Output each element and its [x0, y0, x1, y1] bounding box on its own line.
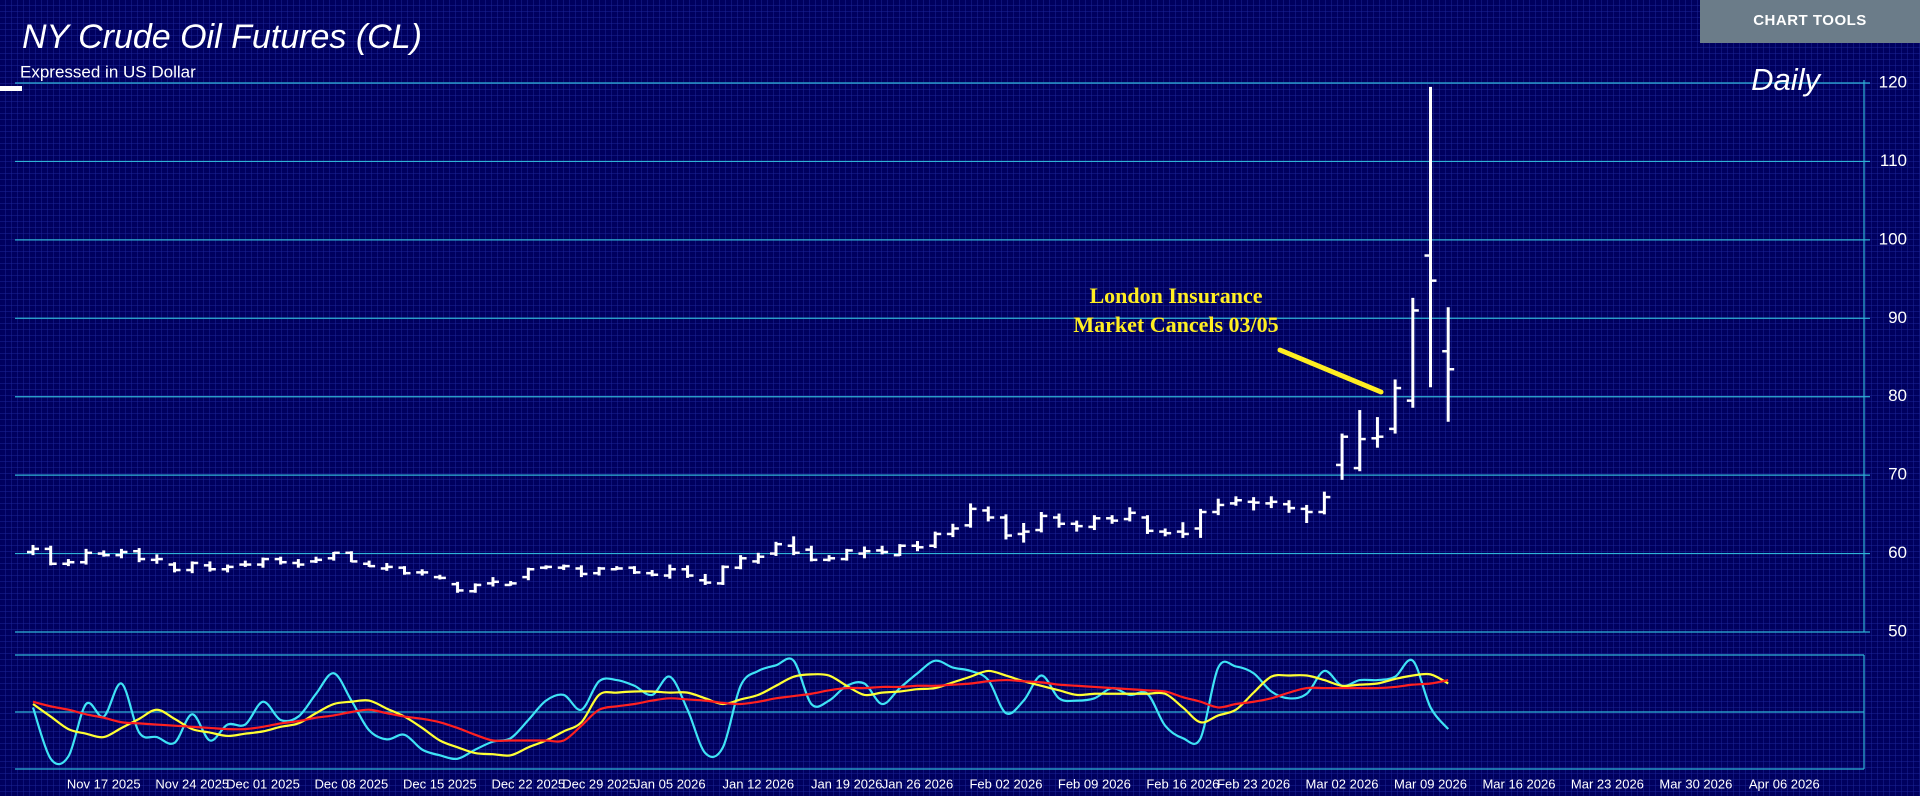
- x-tick-label: Dec 08 2025: [315, 776, 389, 791]
- y-tick-label: 120: [1879, 72, 1907, 91]
- y-tick-label: 110: [1880, 151, 1907, 170]
- x-tick-label: Feb 02 2026: [969, 776, 1042, 791]
- chart-title: NY Crude Oil Futures (CL): [22, 18, 422, 56]
- period-label: Daily: [1751, 62, 1822, 97]
- y-tick-label: 80: [1888, 386, 1907, 405]
- y-tick-label: 90: [1888, 308, 1907, 327]
- grid: [15, 82, 1870, 770]
- y-tick-label: 70: [1888, 465, 1907, 484]
- marks: [27, 86, 1455, 766]
- chart-tools-button[interactable]: CHART TOOLS: [1700, 0, 1920, 43]
- annotation-arrow: [1277, 347, 1384, 395]
- x-tick-label: Apr 06 2026: [1749, 776, 1820, 791]
- button-label[interactable]: CHART TOOLS: [1753, 12, 1867, 29]
- chart-subtitle: Expressed in US Dollar: [20, 62, 196, 81]
- x-tick-label: Dec 01 2025: [226, 776, 300, 791]
- x-tick-label: Feb 09 2026: [1058, 776, 1131, 791]
- x-tick-label: Dec 29 2025: [562, 776, 636, 791]
- x-tick-label: Jan 12 2026: [723, 776, 795, 791]
- x-tick-label: Nov 24 2025: [155, 776, 229, 791]
- x-tick-label: Jan 26 2026: [882, 776, 954, 791]
- y-tick-label: 60: [1888, 543, 1907, 562]
- x-tick-label: Jan 05 2026: [634, 776, 706, 791]
- x-tick-label: Dec 22 2025: [491, 776, 565, 791]
- y-tick-label: 50: [1888, 621, 1907, 640]
- x-tick-label: Mar 09 2026: [1394, 776, 1467, 791]
- x-tick-label: Mar 23 2026: [1571, 776, 1644, 791]
- x-tick-label: Mar 16 2026: [1482, 776, 1555, 791]
- marker: [0, 86, 22, 91]
- x-tick-label: Feb 16 2026: [1146, 776, 1219, 791]
- x-tick-label: Jan 19 2026: [811, 776, 883, 791]
- annotation: London Insurance: [1089, 283, 1262, 308]
- annotation: Market Cancels 03/05: [1073, 312, 1278, 337]
- indicator-line: [31, 657, 1450, 766]
- x-tick-label: Nov 17 2025: [67, 776, 141, 791]
- indicator-line: [32, 669, 1449, 757]
- y-tick-label: 100: [1879, 229, 1907, 248]
- x-tick-label: Feb 23 2026: [1217, 776, 1290, 791]
- button-bg[interactable]: [1700, 0, 1920, 43]
- x-tick-label: Mar 02 2026: [1306, 776, 1379, 791]
- x-tick-label: Dec 15 2025: [403, 776, 477, 791]
- x-tick-label: Mar 30 2026: [1659, 776, 1732, 791]
- indicator-line: [32, 678, 1449, 743]
